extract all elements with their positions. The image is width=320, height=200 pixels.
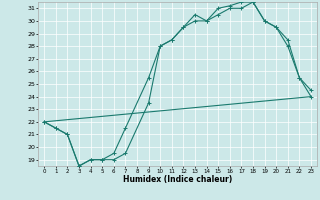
- X-axis label: Humidex (Indice chaleur): Humidex (Indice chaleur): [123, 175, 232, 184]
